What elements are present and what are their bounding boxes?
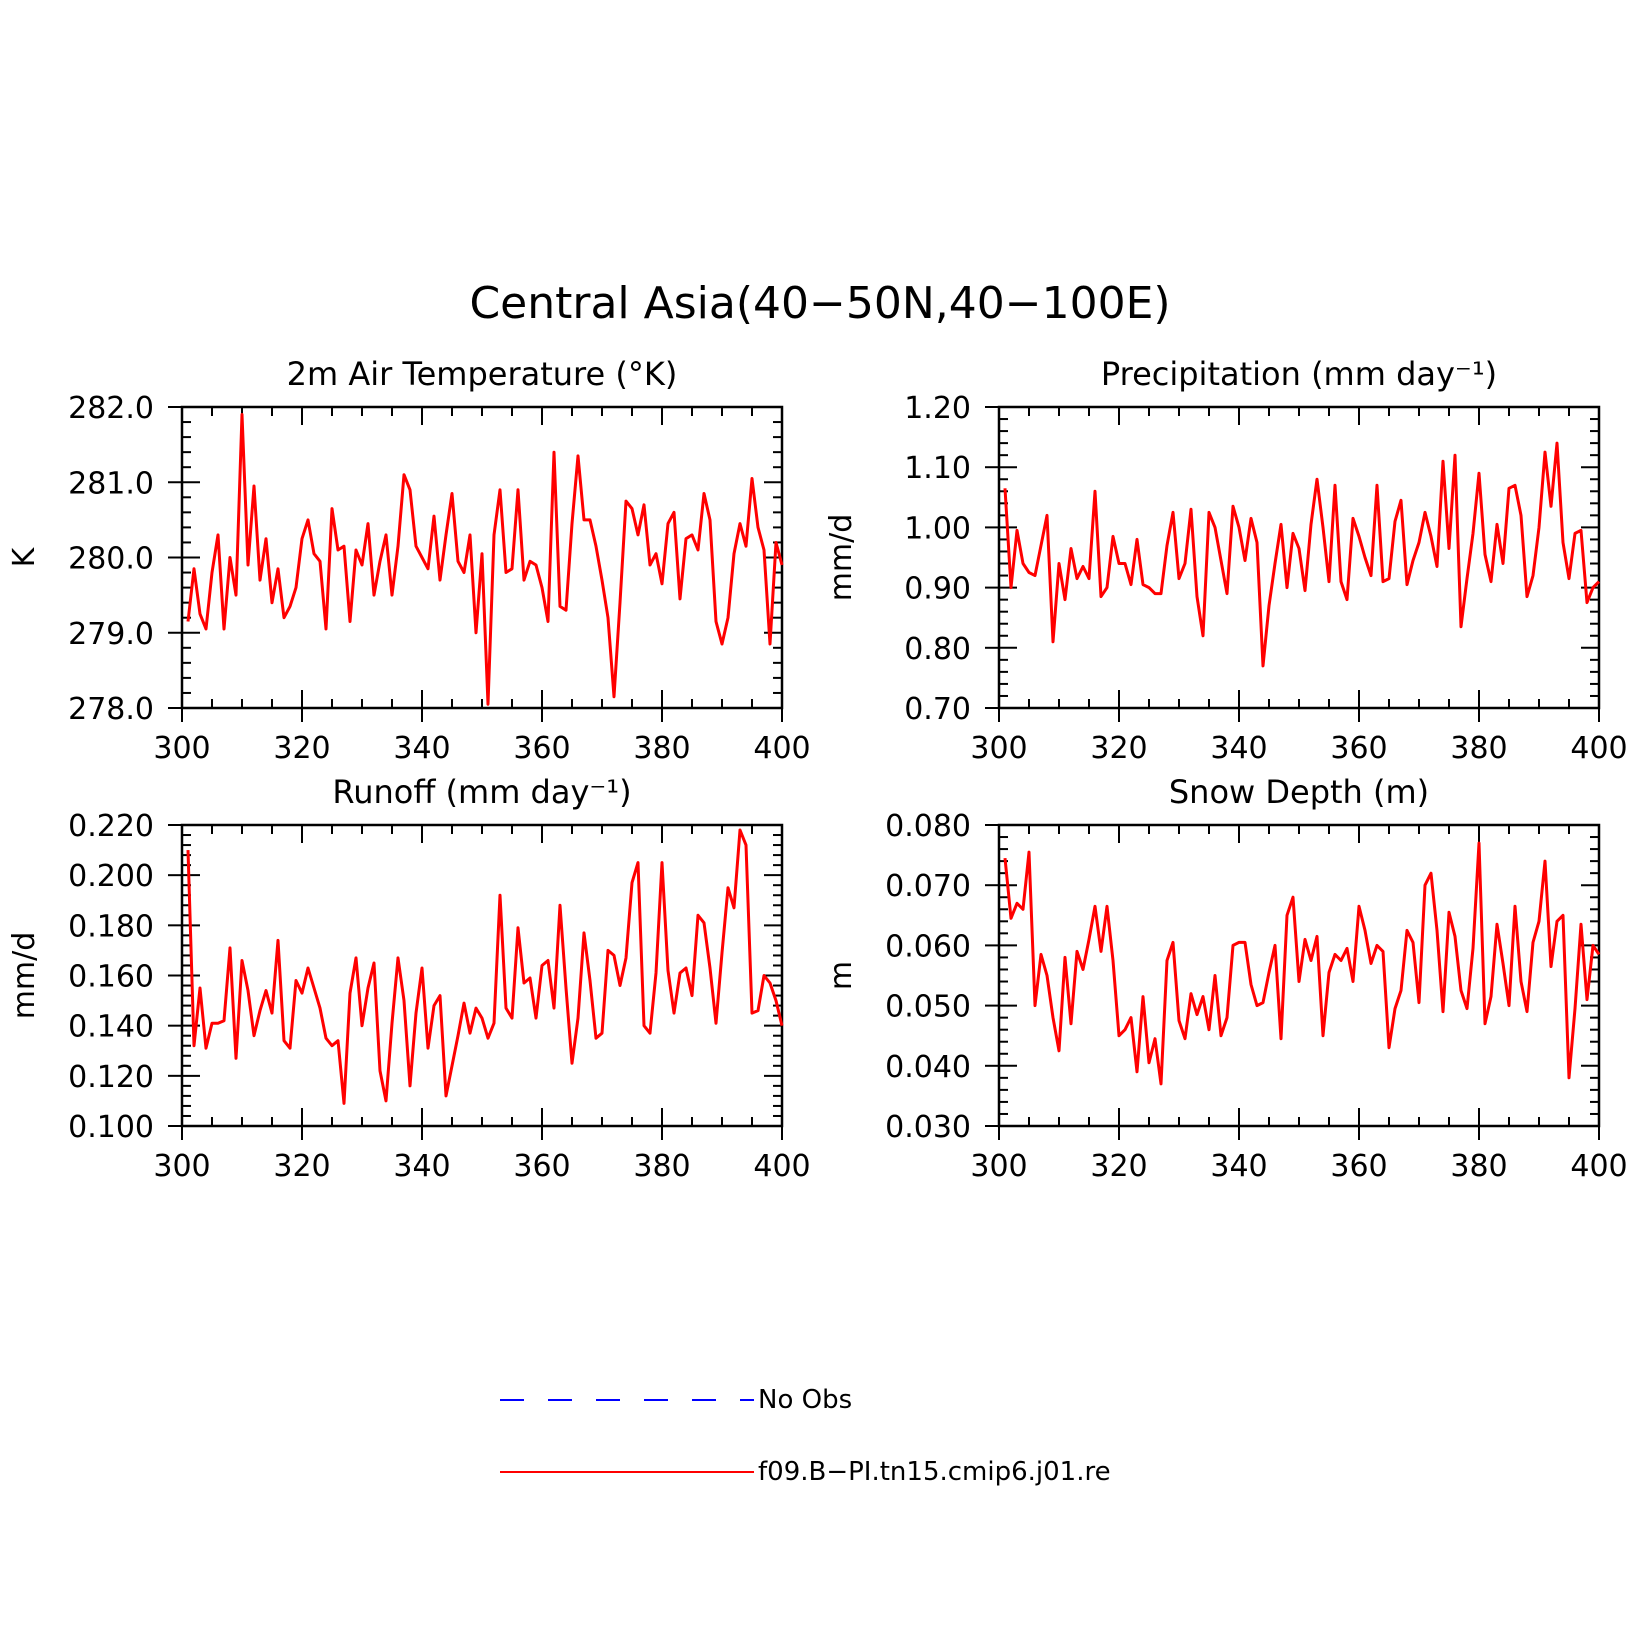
y-tick-label: 0.050 [885, 990, 971, 1025]
y-tick-label: 1.20 [904, 391, 971, 426]
y-tick-label: 0.040 [885, 1050, 971, 1085]
x-tick-label: 380 [1450, 731, 1507, 766]
x-tick-label: 360 [1330, 1149, 1387, 1184]
x-tick-label: 400 [753, 731, 810, 766]
figure-title: Central Asia(40−50N,40−100E) [469, 278, 1170, 329]
panel-3: Snow Depth (m) m 300 320 340 360 380 400 0.030 0.… [824, 773, 1628, 1184]
y-tick-label: 0.060 [885, 929, 971, 964]
x-tick-label: 380 [1450, 1149, 1507, 1184]
legend-label-model: f09.B−PI.tn15.cmip6.j01.re [758, 1457, 1111, 1487]
x-tick-label: 300 [153, 731, 210, 766]
y-axis-label: K [7, 546, 42, 567]
series-line [1003, 441, 1601, 668]
panel-title: Precipitation (mm day⁻¹) [1101, 355, 1497, 393]
x-tick-label: 400 [1570, 1149, 1627, 1184]
panel-title: 2m Air Temperature (°K) [287, 355, 678, 393]
y-tick-label: 0.100 [68, 1110, 154, 1145]
y-tick-label: 279.0 [68, 617, 154, 652]
y-tick-label: 0.90 [904, 572, 971, 607]
x-tick-label: 360 [513, 731, 570, 766]
panel-1: Precipitation (mm day⁻¹) mm/d 300 320 340 360… [824, 355, 1628, 766]
panel-0: 2m Air Temperature (°K) K 300 320 340 360 380 4… [7, 355, 811, 766]
y-tick-label: 1.10 [904, 451, 971, 486]
y-axis-label: mm/d [7, 932, 42, 1020]
y-axis-label: m [824, 961, 859, 990]
y-tick-label: 0.80 [904, 632, 971, 667]
x-tick-label: 320 [1090, 1149, 1147, 1184]
y-tick-label: 280.0 [68, 542, 154, 577]
x-tick-label: 400 [753, 1149, 810, 1184]
y-tick-label: 282.0 [68, 391, 154, 426]
panels: 2m Air Temperature (°K) K 300 320 340 360 380 4… [7, 355, 1628, 1184]
y-tick-label: 0.160 [68, 960, 154, 995]
x-tick-label: 380 [633, 731, 690, 766]
x-tick-label: 340 [1210, 1149, 1267, 1184]
x-tick-label: 340 [1210, 731, 1267, 766]
y-tick-label: 0.120 [68, 1060, 154, 1095]
y-tick-label: 0.030 [885, 1110, 971, 1145]
y-axis-label: mm/d [824, 514, 859, 602]
x-tick-label: 300 [153, 1149, 210, 1184]
y-tick-label: 0.200 [68, 859, 154, 894]
x-tick-label: 320 [273, 731, 330, 766]
x-tick-label: 300 [970, 1149, 1027, 1184]
series-line [186, 413, 784, 706]
legend-label-no-obs: No Obs [758, 1385, 852, 1415]
y-tick-label: 0.140 [68, 1010, 154, 1045]
series-line [1003, 841, 1601, 1086]
y-tick-label: 1.00 [904, 511, 971, 546]
x-tick-label: 340 [393, 731, 450, 766]
y-tick-label: 0.70 [904, 692, 971, 727]
x-tick-label: 380 [633, 1149, 690, 1184]
legend: No Obs f09.B−PI.tn15.cmip6.j01.re [500, 1385, 1111, 1487]
x-tick-label: 300 [970, 731, 1027, 766]
y-tick-label: 0.180 [68, 909, 154, 944]
y-tick-label: 0.080 [885, 809, 971, 844]
y-tick-label: 0.070 [885, 869, 971, 904]
x-tick-label: 400 [1570, 731, 1627, 766]
x-tick-label: 320 [1090, 731, 1147, 766]
x-tick-label: 320 [273, 1149, 330, 1184]
panel-title: Runoff (mm day⁻¹) [332, 773, 631, 811]
x-tick-label: 360 [513, 1149, 570, 1184]
y-tick-label: 0.220 [68, 809, 154, 844]
panel-2: Runoff (mm day⁻¹) mm/d 300 320 340 360 380 400 0… [7, 773, 811, 1184]
x-tick-label: 360 [1330, 731, 1387, 766]
x-tick-label: 340 [393, 1149, 450, 1184]
y-tick-label: 278.0 [68, 692, 154, 727]
series-line [186, 828, 784, 1105]
y-tick-label: 281.0 [68, 466, 154, 501]
panel-title: Snow Depth (m) [1169, 773, 1429, 811]
